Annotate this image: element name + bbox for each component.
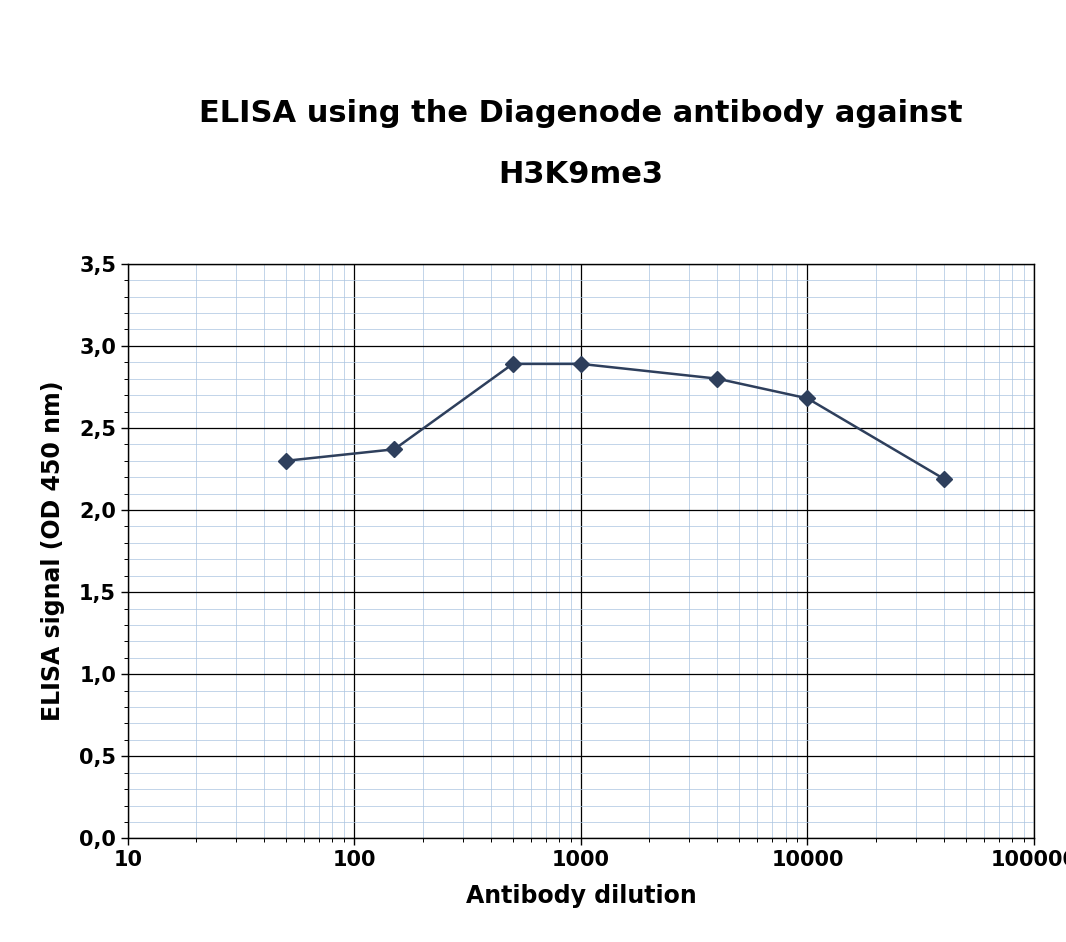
X-axis label: Antibody dilution: Antibody dilution — [466, 885, 696, 908]
Y-axis label: ELISA signal (OD 450 nm): ELISA signal (OD 450 nm) — [42, 381, 65, 722]
Text: H3K9me3: H3K9me3 — [499, 160, 663, 188]
Text: ELISA using the Diagenode antibody against: ELISA using the Diagenode antibody again… — [199, 99, 963, 127]
